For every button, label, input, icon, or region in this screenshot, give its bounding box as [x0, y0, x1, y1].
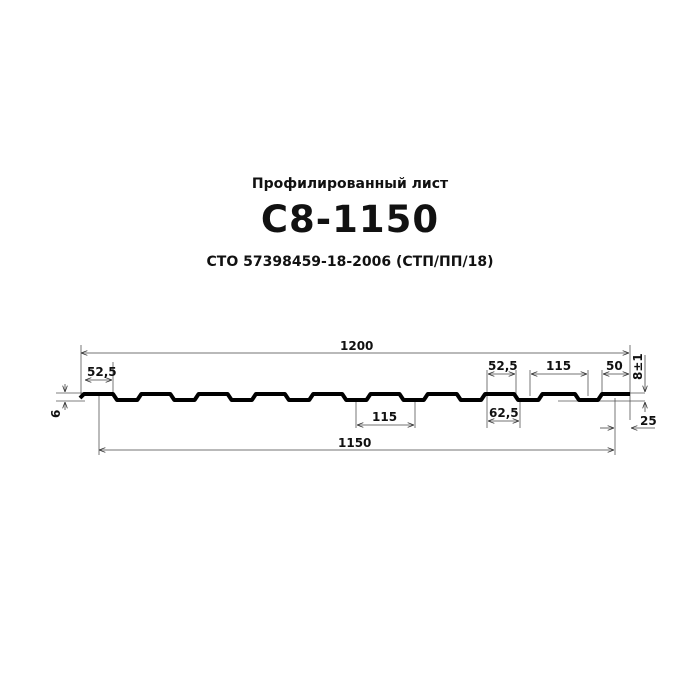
profile-title: С8-1150 [260, 198, 440, 241]
dimension-arrows [65, 353, 655, 450]
extension-lines [56, 345, 645, 455]
dim-edge: 25 [640, 414, 657, 428]
dim-crest-right: 52,5 [488, 359, 518, 373]
standard-code: СТО 57398459-18-2006 (СТП/ПП/18) [206, 254, 494, 270]
dim-overlap: 50 [606, 359, 623, 373]
dim-base-right: 62,5 [489, 406, 519, 420]
dim-height-right: 8±1 [631, 353, 645, 380]
dim-useful-width: 1150 [338, 436, 371, 450]
sheet-profile [78, 392, 630, 402]
dim-height-left: 6 [49, 410, 63, 418]
dim-total-width: 1200 [340, 339, 373, 353]
dim-pitch-bottom: 115 [372, 410, 397, 424]
dim-left-crest: 52,5 [87, 365, 117, 379]
dim-pitch-right: 115 [546, 359, 571, 373]
subtitle: Профилированный лист [251, 176, 449, 192]
